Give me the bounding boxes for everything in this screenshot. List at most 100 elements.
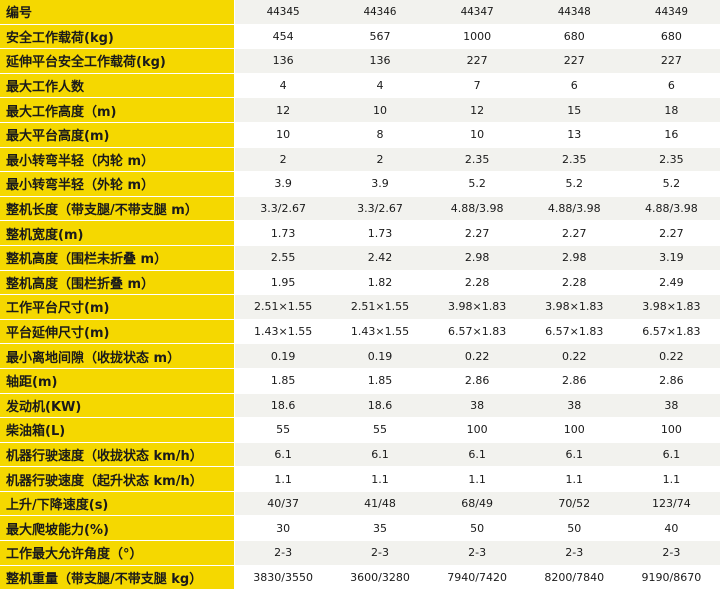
value-cell: 10 xyxy=(234,122,332,148)
value-cell: 3.9 xyxy=(331,171,429,197)
value-cell: 2.28 xyxy=(428,270,526,296)
row-label: 机器行驶速度（起升状态 km/h） xyxy=(0,466,235,492)
value-cell: 40 xyxy=(622,515,720,542)
value-cell: 2-3 xyxy=(331,540,429,566)
value-cell: 0.22 xyxy=(525,343,623,369)
table-row: 最大爬坡能力(%) 30 35 50 50 40 xyxy=(0,515,720,542)
value-cell: 40/37 xyxy=(234,491,332,517)
table-row: 发动机(KW) 18.6 18.6 38 38 38 xyxy=(0,393,720,419)
value-cell: 1.85 xyxy=(331,368,429,394)
value-cell: 18.6 xyxy=(331,393,429,419)
value-cell: 2.98 xyxy=(428,245,526,271)
value-cell: 1.73 xyxy=(331,220,429,246)
value-cell: 15 xyxy=(525,97,623,123)
value-cell: 41/48 xyxy=(331,491,429,517)
value-cell: 6.1 xyxy=(428,442,526,468)
value-cell: 2.27 xyxy=(428,220,526,246)
value-cell: 2.35 xyxy=(428,147,526,173)
table-row: 上升/下降速度(s) 40/37 41/48 68/49 70/52 123/74 xyxy=(0,491,720,517)
value-cell: 6.57×1.83 xyxy=(428,319,526,345)
table-row: 整机高度（围栏折叠 m） 1.95 1.82 2.28 2.28 2.49 xyxy=(0,270,720,296)
value-cell: 6 xyxy=(525,73,623,99)
value-cell: 227 xyxy=(622,48,720,74)
value-cell: 2.27 xyxy=(622,220,720,246)
row-label: 最小转弯半轻（外轮 m） xyxy=(0,171,235,197)
row-label: 最大爬坡能力(%) xyxy=(0,515,235,542)
table-row: 柴油箱(L) 55 55 100 100 100 xyxy=(0,417,720,443)
value-cell: 1000 xyxy=(428,24,526,50)
value-cell: 50 xyxy=(428,515,526,542)
value-cell: 680 xyxy=(525,24,623,50)
row-label: 整机长度（带支腿/不带支腿 m） xyxy=(0,196,235,222)
row-label: 最大平台高度(m) xyxy=(0,122,235,148)
value-cell: 55 xyxy=(234,417,332,443)
value-cell: 100 xyxy=(525,417,623,443)
value-cell: 38 xyxy=(525,393,623,419)
value-cell: 9190/8670 xyxy=(622,565,720,591)
value-cell: 8 xyxy=(331,122,429,148)
row-label: 整机重量（带支腿/不带支腿 kg） xyxy=(0,565,235,591)
value-cell: 4.88/3.98 xyxy=(428,196,526,222)
table-row: 整机高度（围栏未折叠 m） 2.55 2.42 2.98 2.98 3.19 xyxy=(0,245,720,271)
table-row: 工作平台尺寸(m) 2.51×1.55 2.51×1.55 3.98×1.83 3.98… xyxy=(0,294,720,320)
model-number-cell: 44346 xyxy=(331,0,429,25)
table-row: 整机宽度(m) 1.73 1.73 2.27 2.27 2.27 xyxy=(0,220,720,246)
row-label: 安全工作载荷(kg) xyxy=(0,24,235,50)
value-cell: 1.43×1.55 xyxy=(234,319,332,345)
value-cell: 100 xyxy=(428,417,526,443)
value-cell: 68/49 xyxy=(428,491,526,517)
value-cell: 18.6 xyxy=(234,393,332,419)
value-cell: 680 xyxy=(622,24,720,50)
value-cell: 2.51×1.55 xyxy=(234,294,332,320)
value-cell: 1.1 xyxy=(525,466,623,492)
value-cell: 6.1 xyxy=(331,442,429,468)
row-label: 整机宽度(m) xyxy=(0,220,235,246)
value-cell: 2.51×1.55 xyxy=(331,294,429,320)
table-row: 安全工作载荷(kg) 454 567 1000 680 680 xyxy=(0,24,720,50)
value-cell: 0.22 xyxy=(428,343,526,369)
value-cell: 2-3 xyxy=(234,540,332,566)
value-cell: 2.86 xyxy=(525,368,623,394)
row-label: 最大工作人数 xyxy=(0,73,235,99)
row-label: 轴距(m) xyxy=(0,368,235,394)
value-cell: 38 xyxy=(622,393,720,419)
value-cell: 2.86 xyxy=(428,368,526,394)
value-cell: 5.2 xyxy=(622,171,720,197)
value-cell: 3.9 xyxy=(234,171,332,197)
value-cell: 3.98×1.83 xyxy=(525,294,623,320)
value-cell: 6 xyxy=(622,73,720,99)
value-cell: 100 xyxy=(622,417,720,443)
value-cell: 2 xyxy=(331,147,429,173)
value-cell: 6.57×1.83 xyxy=(622,319,720,345)
value-cell: 1.1 xyxy=(331,466,429,492)
value-cell: 35 xyxy=(331,515,429,542)
value-cell: 4 xyxy=(234,73,332,99)
model-number-cell: 44349 xyxy=(622,0,720,25)
value-cell: 6.1 xyxy=(622,442,720,468)
value-cell: 7 xyxy=(428,73,526,99)
value-cell: 7940/7420 xyxy=(428,565,526,591)
row-label: 整机高度（围栏折叠 m） xyxy=(0,270,235,296)
value-cell: 30 xyxy=(234,515,332,542)
table-header-row: 编号 44345 44346 44347 44348 44349 xyxy=(0,0,720,25)
value-cell: 2.86 xyxy=(622,368,720,394)
value-cell: 3600/3280 xyxy=(331,565,429,591)
row-label: 延伸平台安全工作载荷(kg) xyxy=(0,48,235,74)
value-cell: 123/74 xyxy=(622,491,720,517)
value-cell: 16 xyxy=(622,122,720,148)
value-cell: 6.57×1.83 xyxy=(525,319,623,345)
value-cell: 5.2 xyxy=(525,171,623,197)
value-cell: 454 xyxy=(234,24,332,50)
value-cell: 3.19 xyxy=(622,245,720,271)
model-number-cell: 44347 xyxy=(428,0,526,25)
model-number-cell: 44348 xyxy=(525,0,623,25)
row-label: 最小转弯半轻（内轮 m） xyxy=(0,147,235,173)
value-cell: 1.1 xyxy=(428,466,526,492)
row-label: 平台延伸尺寸(m) xyxy=(0,319,235,345)
value-cell: 2.35 xyxy=(622,147,720,173)
row-label: 最小离地间隙（收拢状态 m） xyxy=(0,343,235,369)
value-cell: 70/52 xyxy=(525,491,623,517)
row-label: 整机高度（围栏未折叠 m） xyxy=(0,245,235,271)
table-row: 最小转弯半轻（外轮 m） 3.9 3.9 5.2 5.2 5.2 xyxy=(0,171,720,197)
